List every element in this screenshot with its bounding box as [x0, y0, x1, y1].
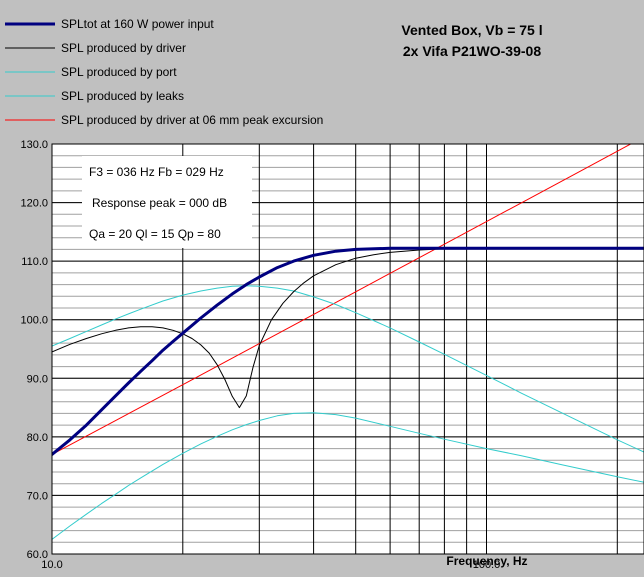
y-tick-label: 90.0	[27, 373, 48, 385]
legend-label: SPL produced by driver at 06 mm peak exc…	[61, 113, 323, 127]
x-axis-title: Frequency, Hz	[446, 554, 527, 568]
series-layer	[52, 144, 644, 540]
legend-label: SPLtot at 160 W power input	[61, 17, 214, 31]
series-line-1	[52, 246, 644, 456]
legend-label: SPL produced by driver	[61, 41, 186, 55]
y-tick-label: 100.0	[20, 315, 48, 327]
info-line-f3-fb: F3 = 036 Hz Fb = 029 Hz	[89, 165, 224, 179]
chart-title-line1: Vented Box, Vb = 75 l	[401, 22, 542, 38]
y-tick-label: 110.0	[21, 256, 48, 268]
y-tick-label: 130.0	[20, 139, 48, 151]
series-line-2	[52, 247, 644, 409]
legend: SPLtot at 160 W power input SPL produced …	[5, 17, 323, 127]
legend-label: SPL produced by leaks	[61, 89, 184, 103]
axes: 60.0 70.0 80.0 90.0 100.0 110.0 120.0 130.0 10.0…	[20, 139, 644, 571]
y-tick-label: 60.0	[27, 549, 48, 561]
legend-label: SPL produced by port	[61, 65, 177, 79]
series-line-3	[52, 285, 644, 453]
y-tick-label: 120.0	[20, 198, 48, 210]
x-tick-label: 100.0	[473, 559, 501, 571]
series-line-5	[52, 144, 632, 455]
info-line-response-peak: Response peak = 000 dB	[92, 196, 227, 210]
x-tick-label: 10.0	[41, 559, 62, 571]
plot-frame	[51, 143, 644, 555]
info-line-q-values: Qa = 20 Ql = 15 Qp = 80	[89, 227, 221, 241]
chart-title-line2: 2x Vifa P21WO-39-08	[403, 43, 541, 59]
series-line-4	[52, 412, 644, 540]
info-box	[82, 156, 252, 248]
y-tick-label: 80.0	[27, 432, 48, 444]
y-tick-label: 70.0	[27, 490, 48, 502]
